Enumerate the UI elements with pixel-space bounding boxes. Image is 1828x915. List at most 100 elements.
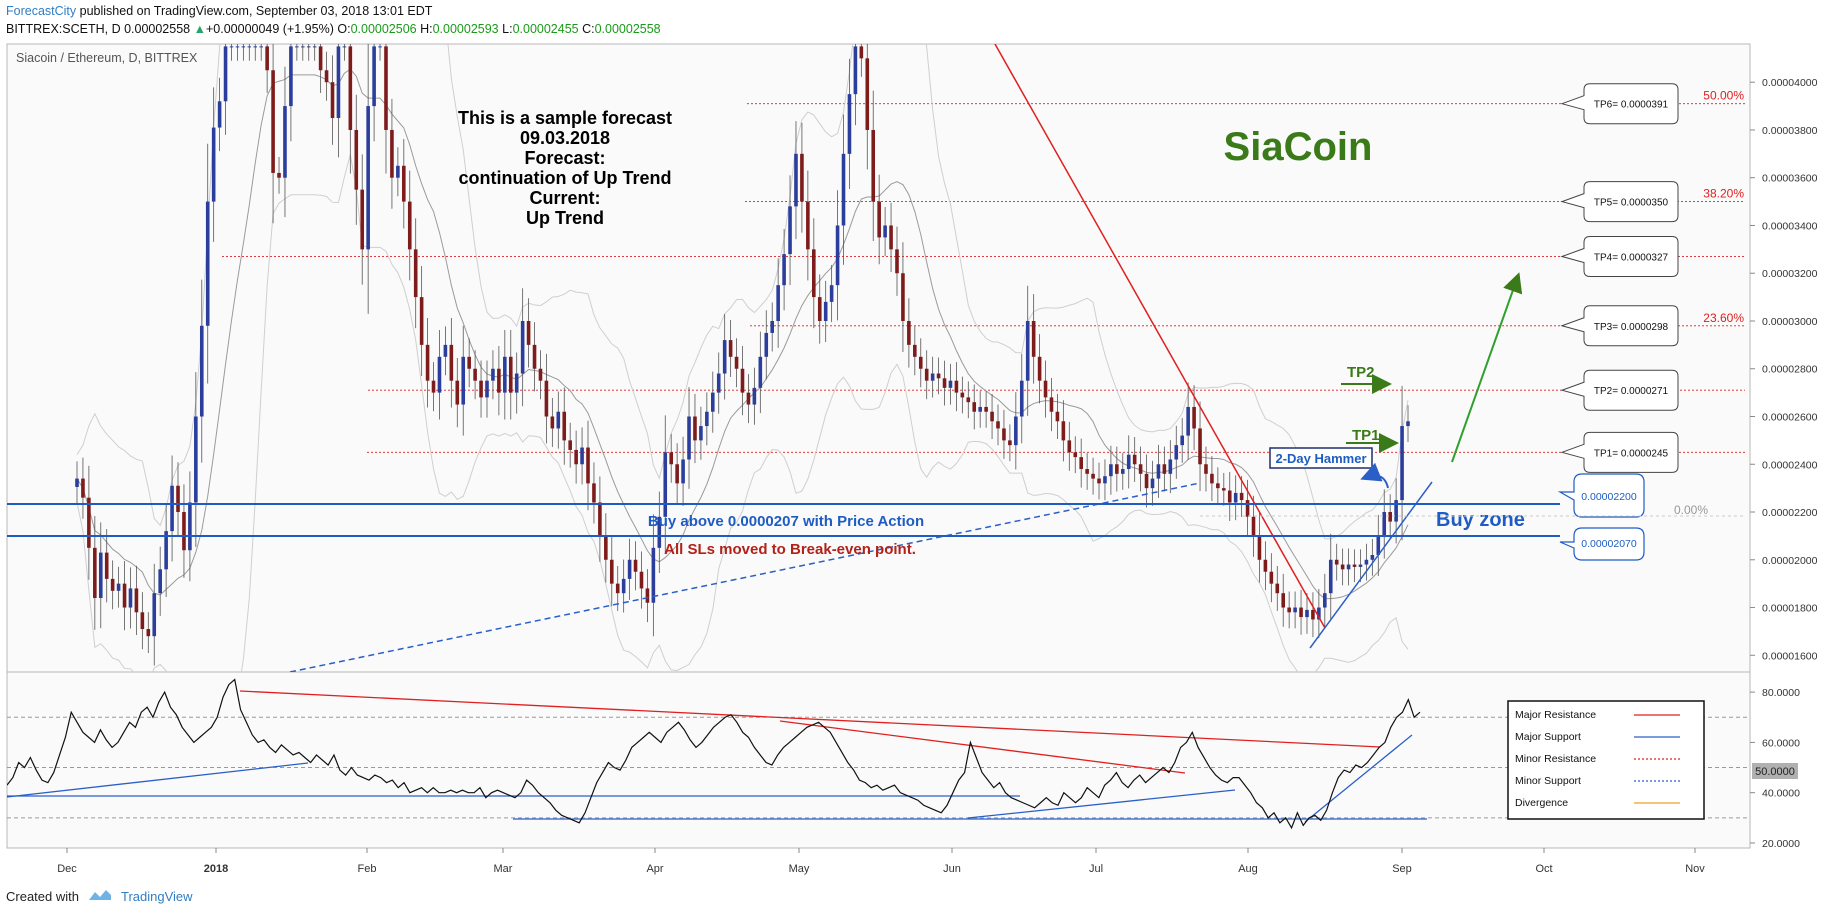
candle-body	[1340, 564, 1345, 570]
publish-info: published on TradingView.com, September …	[79, 4, 433, 18]
candle-body	[1115, 464, 1119, 474]
candle-body	[413, 249, 418, 298]
candle-body	[901, 273, 905, 321]
buy-zone-lower-value: 0.00002070	[1581, 538, 1637, 550]
candle-body	[538, 368, 543, 381]
candle-body	[657, 516, 662, 548]
author-link[interactable]: ForecastCity	[6, 4, 77, 18]
candle-body	[1346, 564, 1351, 570]
candle-body	[134, 588, 139, 613]
tp-callout-box	[1560, 83, 1679, 125]
tp-callout-box	[1560, 305, 1679, 347]
candle-body	[889, 225, 893, 250]
tp-arrows: TP2 TP1	[1341, 272, 1523, 463]
tp-callout-label: TP5= 0.0000350	[1594, 198, 1669, 209]
chart-canvas[interactable]: 0.00004000 0.00003800 0.00003600 0.00003400…	[0, 0, 1828, 880]
hammer-box	[1269, 447, 1373, 469]
candle-body	[556, 411, 561, 429]
candle-body	[176, 485, 180, 513]
price-tick-label: 0.00003600	[1762, 173, 1818, 185]
candle-body	[1192, 406, 1196, 429]
candle-body	[188, 502, 192, 551]
chart-header: ForecastCity published on TradingView.co…	[6, 2, 661, 38]
oscillator-line	[7, 678, 1421, 830]
candle-body	[75, 478, 79, 487]
candle-body	[1109, 464, 1113, 477]
forecast-text-block: This is a sample forecast 09.03.2018 For…	[458, 108, 672, 228]
osc-resistance-line-2[interactable]	[779, 720, 1186, 774]
candle-body	[651, 547, 656, 603]
candle-body	[348, 46, 353, 130]
open-label: O:	[337, 22, 351, 36]
candle-body	[1311, 609, 1315, 620]
candle-body	[384, 46, 388, 130]
candlestick-series	[75, 44, 1410, 666]
candle-body	[1299, 607, 1303, 618]
price-tick-label: 0.00001600	[1762, 650, 1818, 662]
forecast-line-3: Forecast:	[524, 148, 605, 168]
candle-body	[877, 201, 881, 238]
publish-line: ForecastCity published on TradingView.co…	[6, 2, 661, 20]
price-tick-label: 0.00002800	[1762, 364, 1818, 376]
candle-body	[615, 583, 620, 594]
candle-body	[550, 416, 555, 429]
candle-body	[966, 397, 971, 403]
candle-body	[182, 512, 186, 551]
osc-support-line-1[interactable]	[7, 762, 309, 798]
candle-body	[1317, 607, 1321, 620]
price-axis[interactable]: 0.00004000 0.00003800 0.00003600 0.00003400…	[1750, 77, 1818, 662]
candle-body	[972, 402, 977, 412]
candle-body	[211, 127, 216, 202]
candle-body	[449, 344, 454, 381]
high-label: H:	[420, 22, 433, 36]
candle-body	[1334, 559, 1339, 565]
candle-body	[1014, 416, 1018, 446]
legend-entry-label: Major Support	[1515, 731, 1581, 743]
candle-body	[241, 46, 246, 48]
candle-body	[835, 225, 840, 286]
candle-body	[1263, 559, 1268, 572]
major-resistance-line[interactable]	[994, 44, 1326, 629]
candle-body	[752, 387, 757, 405]
candle-body	[716, 373, 721, 393]
osc-tick-label: 20.0000	[1762, 838, 1800, 850]
candle-body	[883, 225, 887, 238]
candle-body	[336, 46, 341, 119]
open-value: 0.00002506	[350, 22, 417, 36]
candle-body	[93, 547, 97, 598]
osc-support-line-4[interactable]	[967, 789, 1236, 819]
candle-body	[152, 593, 157, 637]
current-value-text: 50.0000	[1755, 766, 1795, 778]
candle-body	[859, 46, 864, 59]
candle-body	[924, 368, 929, 381]
major-support-line[interactable]	[1309, 481, 1433, 649]
candle-body	[580, 447, 584, 465]
candle-body	[1406, 421, 1410, 427]
oscillator-axis[interactable]: 80.0000 60.0000 40.0000 20.0000	[1750, 687, 1800, 850]
candle-body	[746, 392, 751, 405]
tp-callout-box	[1560, 431, 1679, 473]
candle-body	[669, 452, 673, 465]
candle-body	[366, 106, 370, 250]
candle-body	[645, 588, 650, 603]
forecast-line-6: Up Trend	[526, 208, 604, 228]
time-axis[interactable]: Dec 2018 Feb Mar Apr May Jun Jul Aug Sep Oct Nov	[57, 848, 1705, 875]
candle-body	[568, 440, 572, 450]
candle-body	[1067, 440, 1072, 453]
legend-entry-label: Minor Support	[1515, 775, 1581, 787]
low-label: L:	[502, 22, 513, 36]
osc-support-line-5[interactable]	[1304, 734, 1413, 823]
candle-body	[532, 344, 537, 369]
candle-body	[1120, 469, 1125, 474]
candle-body	[473, 368, 477, 381]
candle-body	[265, 46, 269, 71]
low-value: 0.00002455	[512, 22, 579, 36]
tradingview-link[interactable]: TradingView	[120, 889, 193, 904]
candle-body	[675, 464, 679, 484]
osc-resistance-line-1[interactable]	[239, 690, 1381, 748]
forecast-line-5: Current:	[530, 188, 601, 208]
minor-support-line[interactable]	[289, 482, 1201, 672]
candle-body	[467, 356, 471, 369]
candle-body	[1055, 411, 1060, 422]
buy-above-note: Buy above 0.0000207 with Price Action	[648, 513, 924, 530]
